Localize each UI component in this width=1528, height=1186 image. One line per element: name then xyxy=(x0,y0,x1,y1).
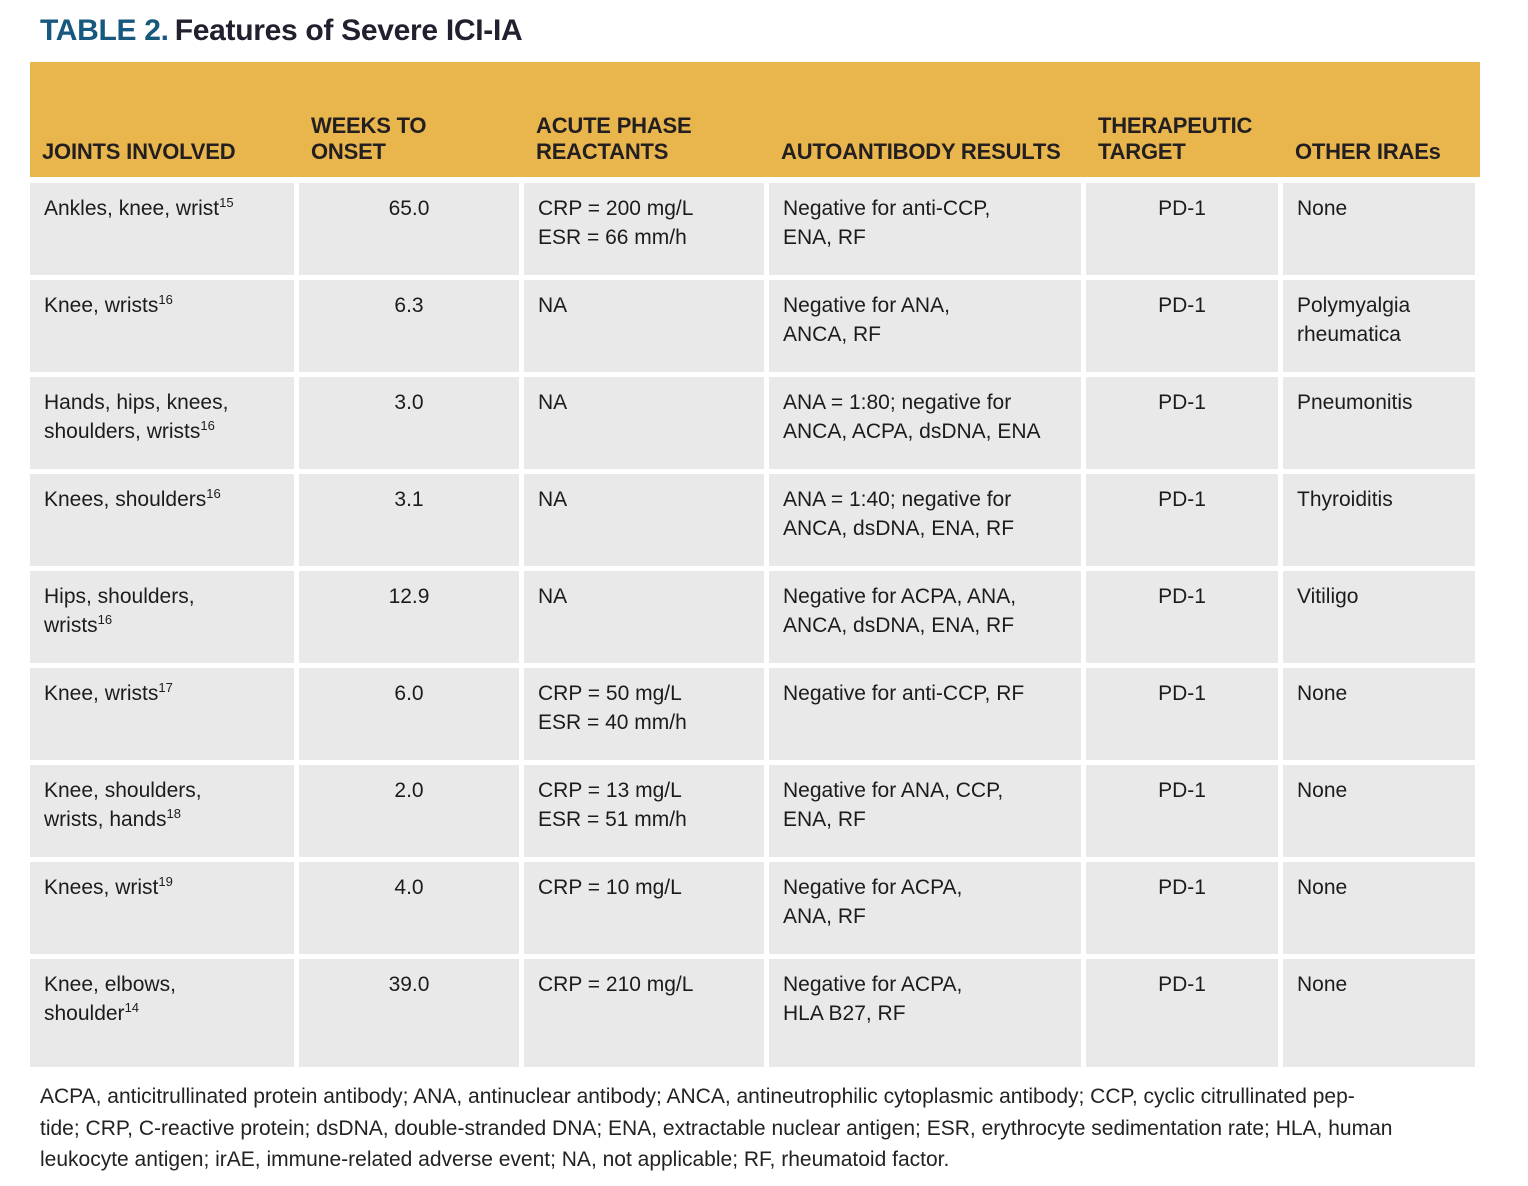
reference-superscript: 19 xyxy=(158,874,173,889)
cell-other-iraes: None xyxy=(1283,183,1475,275)
cell-therapeutic-target: PD-1 xyxy=(1086,280,1278,372)
cell-acute-phase-reactants: NA xyxy=(524,280,764,372)
cell-joints-involved: Knee, wrists16 xyxy=(30,280,294,372)
joints-text: Knee, wrists xyxy=(44,682,159,705)
cell-weeks-to-onset: 3.1 xyxy=(299,474,519,566)
cell-autoantibody-results: ANA = 1:80; negative for ANCA, ACPA, dsD… xyxy=(769,377,1081,469)
table-row: Hands, hips, knees, shoulders, wrists16 … xyxy=(30,377,1480,469)
joints-text: Ankles, knee, wrist xyxy=(44,197,220,220)
cell-autoantibody-results: Negative for ACPA, ANA, RF xyxy=(769,862,1081,954)
cell-weeks-to-onset: 3.0 xyxy=(299,377,519,469)
cell-weeks-to-onset: 6.3 xyxy=(299,280,519,372)
reference-superscript: 16 xyxy=(97,612,113,628)
column-header-therapeutic-target: THERAPEUTIC TARGET xyxy=(1098,113,1253,164)
cell-joints-involved: Knees, wrist19 xyxy=(30,862,294,954)
cell-other-iraes: Thyroiditis xyxy=(1283,474,1475,566)
table-row: Knee, wrists16 6.3 NA Negative for ANA, … xyxy=(30,280,1480,372)
table-row: Knee, elbows, shoulder14 39.0 CRP = 210 … xyxy=(30,959,1480,1067)
cell-autoantibody-results: Negative for anti-CCP, RF xyxy=(769,668,1081,760)
cell-weeks-to-onset: 12.9 xyxy=(299,571,519,663)
cell-acute-phase-reactants: NA xyxy=(524,571,764,663)
cell-joints-involved: Knee, shoulders, wrists, hands18 xyxy=(30,765,294,857)
cell-therapeutic-target: PD-1 xyxy=(1086,571,1278,663)
column-header-autoantibody-results: AUTOANTIBODY RESULTS xyxy=(781,138,1061,164)
cell-other-iraes: None xyxy=(1283,959,1475,1067)
cell-therapeutic-target: PD-1 xyxy=(1086,765,1278,857)
cell-acute-phase-reactants: CRP = 200 mg/L ESR = 66 mm/h xyxy=(524,183,764,275)
cell-autoantibody-results: Negative for ACPA, ANA, ANCA, dsDNA, ENA… xyxy=(769,571,1081,663)
cell-joints-involved: Hips, shoulders, wrists16 xyxy=(30,571,294,663)
column-header-acute-phase-reactants: ACUTE PHASE REACTANTS xyxy=(536,113,692,164)
cell-acute-phase-reactants: NA xyxy=(524,377,764,469)
table-title: TABLE 2. Features of Severe ICI-IA xyxy=(40,14,1480,48)
table-caption: Features of Severe ICI-IA xyxy=(174,14,523,47)
cell-autoantibody-results: Negative for ANA, CCP, ENA, RF xyxy=(769,765,1081,857)
ici-ia-features-table: JOINTS INVOLVED WEEKS TO ONSET ACUTE PHA… xyxy=(30,62,1480,1067)
cell-acute-phase-reactants: CRP = 210 mg/L xyxy=(524,959,764,1067)
cell-weeks-to-onset: 4.0 xyxy=(299,862,519,954)
table-row: Ankles, knee, wrist15 65.0 CRP = 200 mg/… xyxy=(30,183,1480,275)
cell-therapeutic-target: PD-1 xyxy=(1086,474,1278,566)
cell-other-iraes: Polymyalgia rheumatica xyxy=(1283,280,1475,372)
cell-acute-phase-reactants: NA xyxy=(524,474,764,566)
table-number: TABLE 2. xyxy=(40,14,169,47)
table-row: Hips, shoulders, wrists16 12.9 NA Negati… xyxy=(30,571,1480,663)
table-row: Knee, wrists17 6.0 CRP = 50 mg/L ESR = 4… xyxy=(30,668,1480,760)
cell-other-iraes: None xyxy=(1283,668,1475,760)
cell-autoantibody-results: Negative for anti-CCP, ENA, RF xyxy=(769,183,1081,275)
cell-acute-phase-reactants: CRP = 50 mg/L ESR = 40 mm/h xyxy=(524,668,764,760)
joints-text: Hands, hips, knees, shoulders, wrists xyxy=(44,391,229,444)
reference-superscript: 15 xyxy=(219,195,234,210)
table-row: Knee, shoulders, wrists, hands18 2.0 CRP… xyxy=(30,765,1480,857)
reference-superscript: 18 xyxy=(166,806,182,822)
cell-weeks-to-onset: 65.0 xyxy=(299,183,519,275)
reference-superscript: 14 xyxy=(124,1000,140,1016)
reference-superscript: 16 xyxy=(206,486,221,501)
cell-therapeutic-target: PD-1 xyxy=(1086,959,1278,1067)
cell-other-iraes: None xyxy=(1283,862,1475,954)
cell-joints-involved: Knee, elbows, shoulder14 xyxy=(30,959,294,1067)
cell-weeks-to-onset: 39.0 xyxy=(299,959,519,1067)
cell-therapeutic-target: PD-1 xyxy=(1086,377,1278,469)
cell-therapeutic-target: PD-1 xyxy=(1086,183,1278,275)
joints-text: Knee, elbows, shoulder xyxy=(44,973,176,1026)
abbreviations-footnote: ACPA, anticitrullinated protein antibody… xyxy=(40,1085,1393,1171)
cell-joints-involved: Knees, shoulders16 xyxy=(30,474,294,566)
table-row: Knees, wrist19 4.0 CRP = 10 mg/L Negativ… xyxy=(30,862,1480,954)
table-row: Knees, shoulders16 3.1 NA ANA = 1:40; ne… xyxy=(30,474,1480,566)
joints-text: Knees, shoulders xyxy=(44,488,207,511)
reference-superscript: 16 xyxy=(158,292,173,307)
cell-autoantibody-results: ANA = 1:40; negative for ANCA, dsDNA, EN… xyxy=(769,474,1081,566)
cell-acute-phase-reactants: CRP = 10 mg/L xyxy=(524,862,764,954)
column-header-weeks-to-onset: WEEKS TO ONSET xyxy=(311,113,427,164)
joints-text: Hips, shoulders, wrists xyxy=(44,585,195,638)
cell-other-iraes: Pneumonitis xyxy=(1283,377,1475,469)
cell-other-iraes: Vitiligo xyxy=(1283,571,1475,663)
cell-joints-involved: Knee, wrists17 xyxy=(30,668,294,760)
cell-therapeutic-target: PD-1 xyxy=(1086,668,1278,760)
cell-joints-involved: Ankles, knee, wrist15 xyxy=(30,183,294,275)
cell-weeks-to-onset: 6.0 xyxy=(299,668,519,760)
joints-text: Knees, wrist xyxy=(44,876,159,899)
cell-joints-involved: Hands, hips, knees, shoulders, wrists16 xyxy=(30,377,294,469)
cell-acute-phase-reactants: CRP = 13 mg/L ESR = 51 mm/h xyxy=(524,765,764,857)
joints-text: Knee, shoulders, wrists, hands xyxy=(44,779,202,832)
cell-other-iraes: None xyxy=(1283,765,1475,857)
cell-autoantibody-results: Negative for ANA, ANCA, RF xyxy=(769,280,1081,372)
reference-superscript: 17 xyxy=(158,680,173,695)
cell-therapeutic-target: PD-1 xyxy=(1086,862,1278,954)
table-header-row: JOINTS INVOLVED WEEKS TO ONSET ACUTE PHA… xyxy=(30,62,1480,177)
cell-weeks-to-onset: 2.0 xyxy=(299,765,519,857)
joints-text: Knee, wrists xyxy=(44,294,159,317)
column-header-other-iraes: OTHER IRAEs xyxy=(1295,138,1441,164)
reference-superscript: 16 xyxy=(200,418,215,434)
cell-autoantibody-results: Negative for ACPA, HLA B27, RF xyxy=(769,959,1081,1067)
column-header-joints-involved: JOINTS INVOLVED xyxy=(42,138,236,164)
